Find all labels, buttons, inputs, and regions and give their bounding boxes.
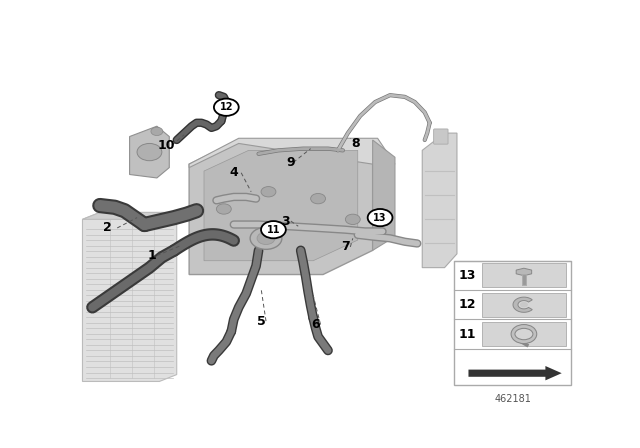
Circle shape: [250, 227, 282, 250]
Text: 9: 9: [287, 156, 295, 169]
Text: 12: 12: [220, 102, 233, 112]
Polygon shape: [189, 140, 372, 275]
Circle shape: [367, 209, 392, 226]
Text: 10: 10: [158, 139, 175, 152]
Polygon shape: [468, 366, 562, 380]
Text: 11: 11: [458, 327, 476, 340]
Circle shape: [257, 232, 275, 245]
Text: 8: 8: [351, 137, 360, 150]
Text: 462181: 462181: [494, 393, 531, 404]
Polygon shape: [83, 212, 177, 220]
Polygon shape: [83, 212, 177, 382]
Polygon shape: [204, 151, 358, 261]
Circle shape: [261, 221, 286, 238]
Polygon shape: [422, 133, 457, 267]
Text: 6: 6: [311, 318, 320, 331]
Text: 13: 13: [458, 269, 476, 282]
Polygon shape: [516, 268, 532, 276]
Bar: [454, 261, 571, 385]
Text: 1: 1: [148, 249, 156, 262]
Bar: [482, 293, 566, 317]
Circle shape: [346, 214, 360, 224]
Circle shape: [310, 194, 326, 204]
Text: 12: 12: [458, 298, 476, 311]
Text: 5: 5: [257, 314, 266, 327]
Text: 7: 7: [341, 241, 349, 254]
Bar: [482, 322, 566, 346]
Polygon shape: [189, 138, 395, 168]
Polygon shape: [129, 126, 169, 178]
Circle shape: [261, 186, 276, 197]
Text: 4: 4: [229, 166, 238, 179]
Polygon shape: [372, 140, 395, 250]
Text: 13: 13: [373, 213, 387, 223]
Text: 11: 11: [267, 225, 280, 235]
Circle shape: [216, 204, 231, 214]
Text: 2: 2: [103, 221, 111, 234]
Bar: [482, 263, 566, 287]
Circle shape: [520, 302, 528, 307]
Circle shape: [214, 99, 239, 116]
Circle shape: [137, 143, 162, 161]
Text: 3: 3: [282, 215, 290, 228]
Wedge shape: [513, 297, 532, 312]
FancyBboxPatch shape: [434, 129, 448, 144]
Circle shape: [151, 127, 163, 135]
